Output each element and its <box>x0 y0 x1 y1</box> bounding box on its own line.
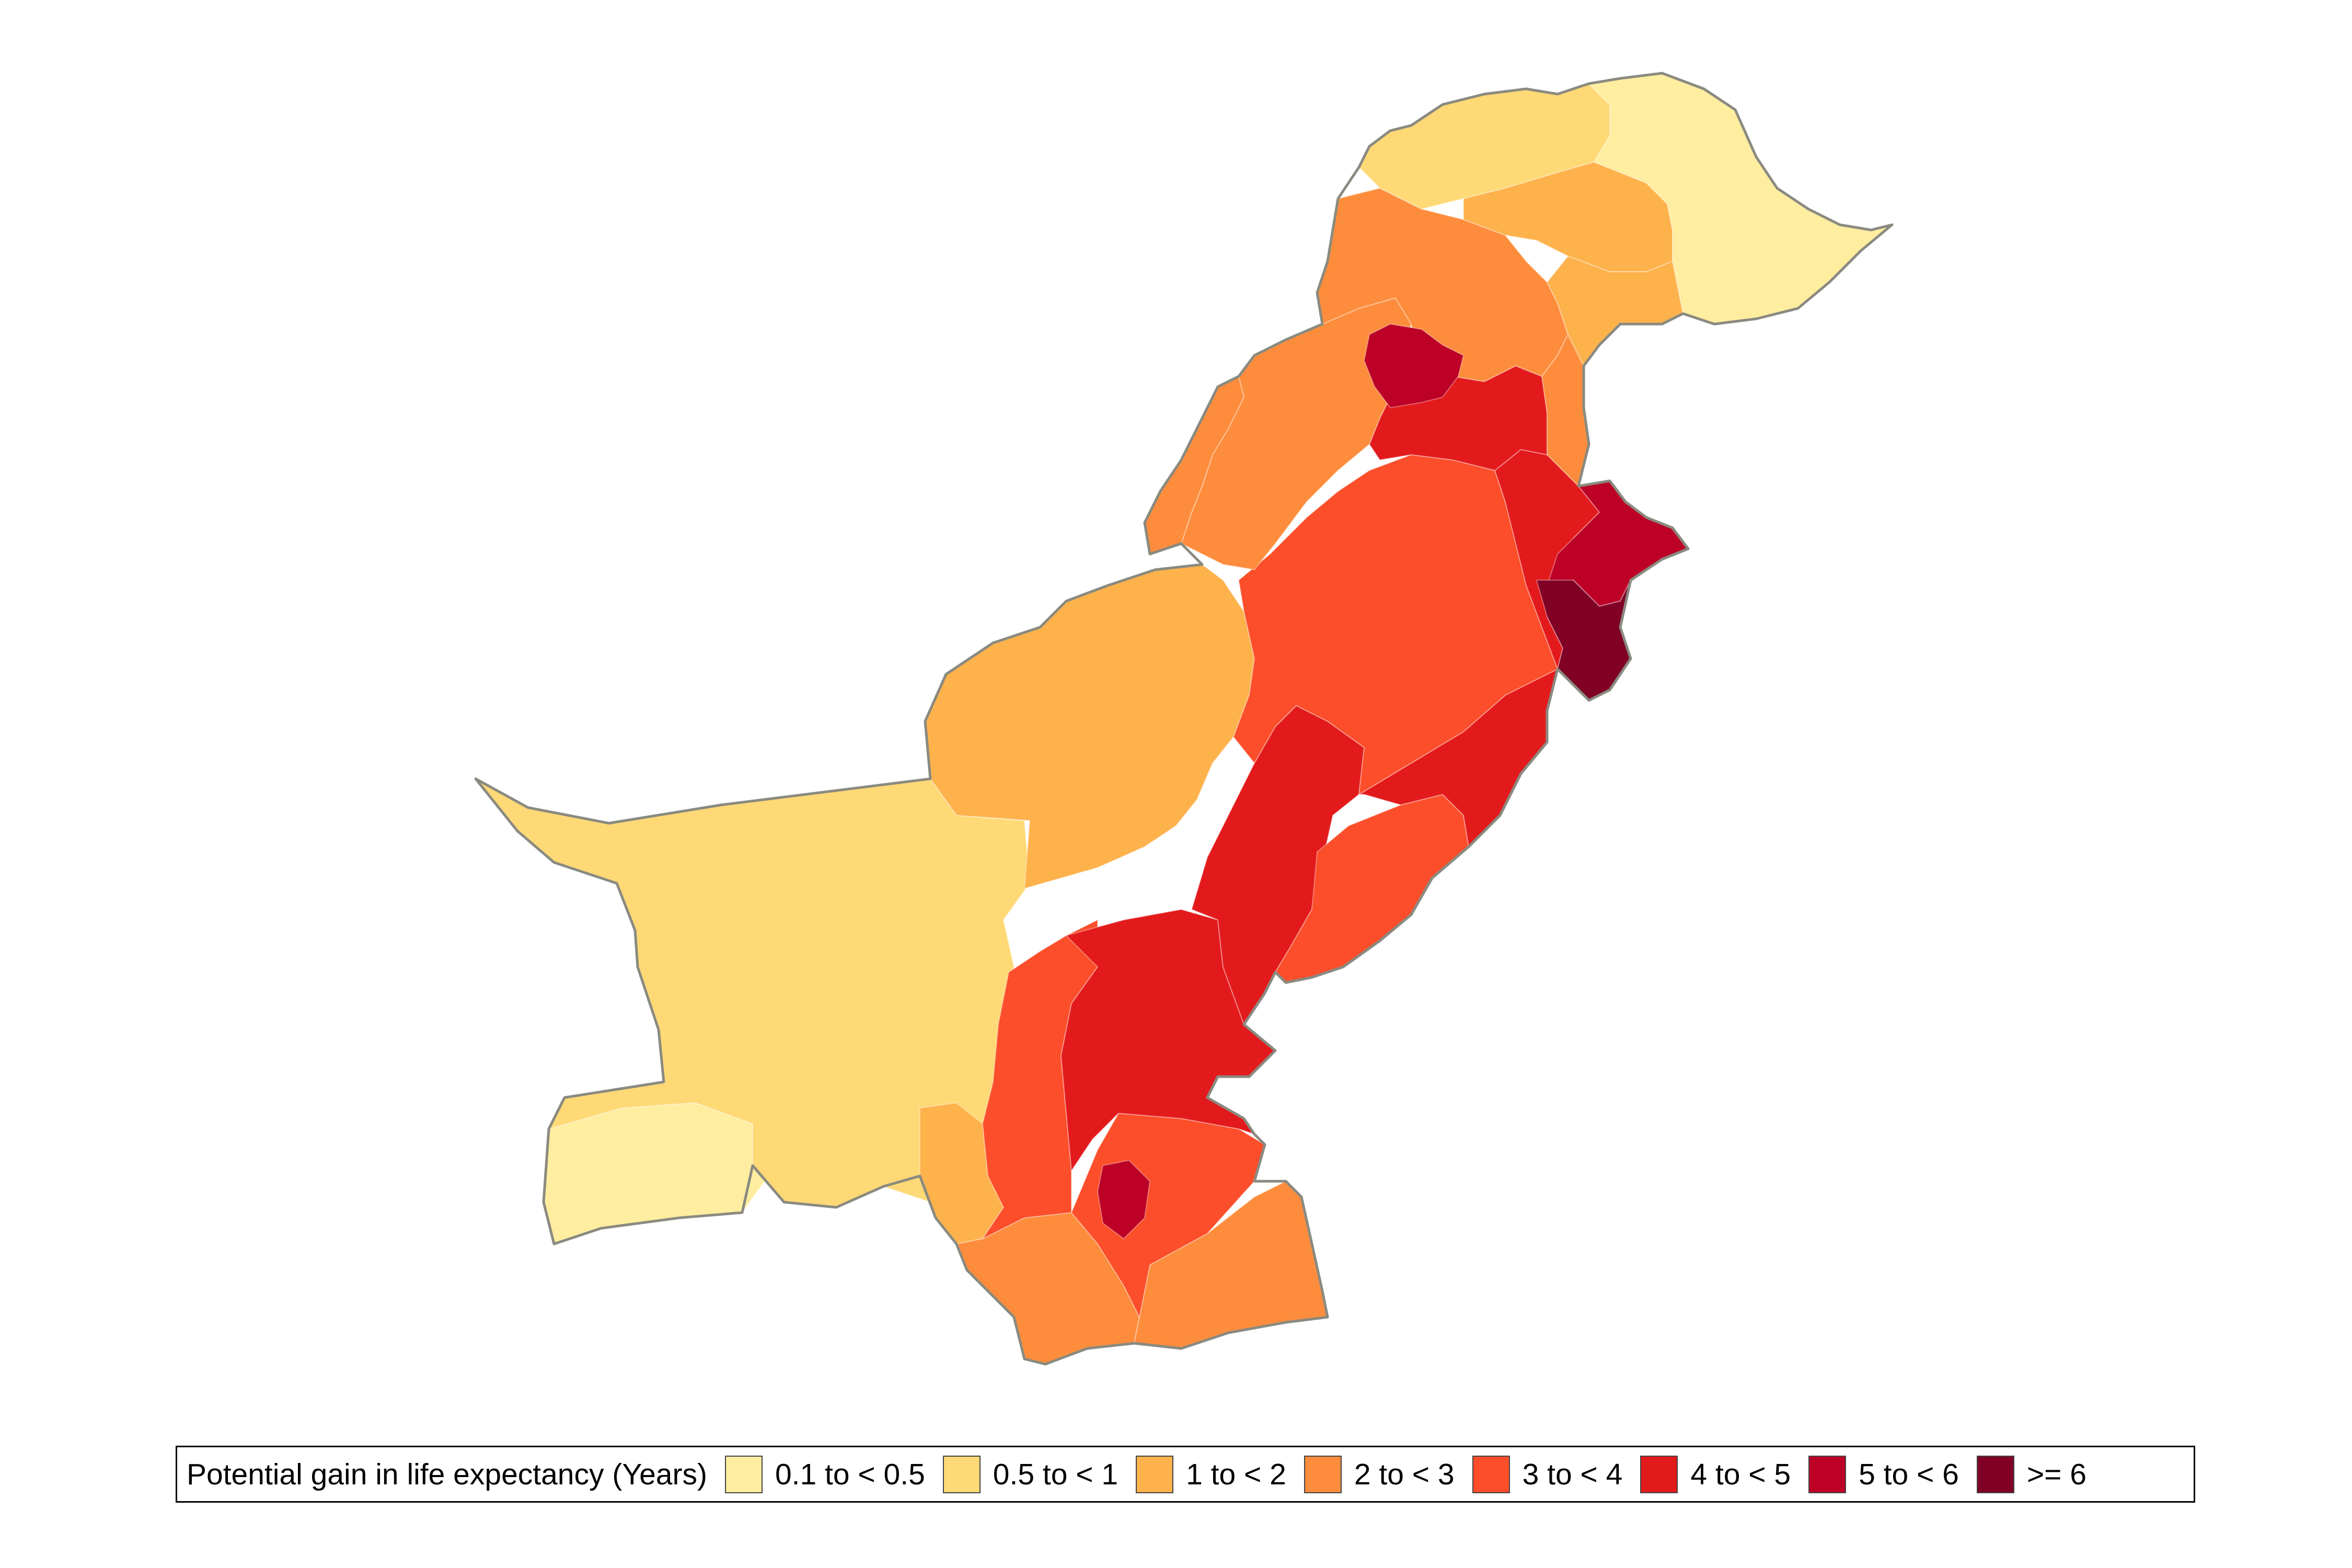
region-sindh-west <box>981 919 1098 1240</box>
legend-swatch-6 <box>1808 1455 1847 1493</box>
region-balochistan-southwest <box>543 1102 769 1245</box>
map-legend: Potential gain in life expectancy (Years… <box>176 1446 2195 1503</box>
legend-item-3: 2 to < 3 <box>1304 1455 1455 1493</box>
legend-swatch-0 <box>724 1455 763 1493</box>
legend-item-0: 0.1 to < 0.5 <box>724 1455 925 1493</box>
legend-swatch-5 <box>1640 1455 1678 1493</box>
legend-swatch-2 <box>1136 1455 1174 1493</box>
legend-label-0: 0.1 to < 0.5 <box>775 1457 925 1491</box>
legend-label-4: 3 to < 4 <box>1522 1457 1623 1491</box>
legend-label-6: 5 to < 6 <box>1859 1457 1959 1491</box>
legend-swatch-3 <box>1304 1455 1342 1493</box>
region-punjab-central <box>1232 454 1559 795</box>
legend-item-6: 5 to < 6 <box>1808 1455 1959 1493</box>
legend-item-2: 1 to < 2 <box>1136 1455 1286 1493</box>
legend-item-4: 3 to < 4 <box>1472 1455 1623 1493</box>
legend-label-1: 0.5 to < 1 <box>993 1457 1119 1491</box>
region-peshawar <box>1363 323 1465 409</box>
legend-title: Potential gain in life expectancy (Years… <box>187 1457 707 1491</box>
legend-label-3: 2 to < 3 <box>1354 1457 1455 1491</box>
legend-item-1: 0.5 to < 1 <box>942 1455 1119 1493</box>
country-border <box>474 72 1894 1366</box>
legend-item-5: 4 to < 5 <box>1640 1455 1791 1493</box>
legend-item-7: >= 6 <box>1976 1455 2086 1493</box>
legend-swatch-4 <box>1472 1455 1510 1493</box>
legend-label-5: 4 to < 5 <box>1690 1457 1791 1491</box>
region-sindh-pocket <box>1097 1159 1151 1240</box>
legend-swatch-1 <box>942 1455 981 1493</box>
legend-swatch-7 <box>1976 1455 2014 1493</box>
legend-label-7: >= 6 <box>2026 1457 2086 1491</box>
legend-label-2: 1 to < 2 <box>1186 1457 1286 1491</box>
